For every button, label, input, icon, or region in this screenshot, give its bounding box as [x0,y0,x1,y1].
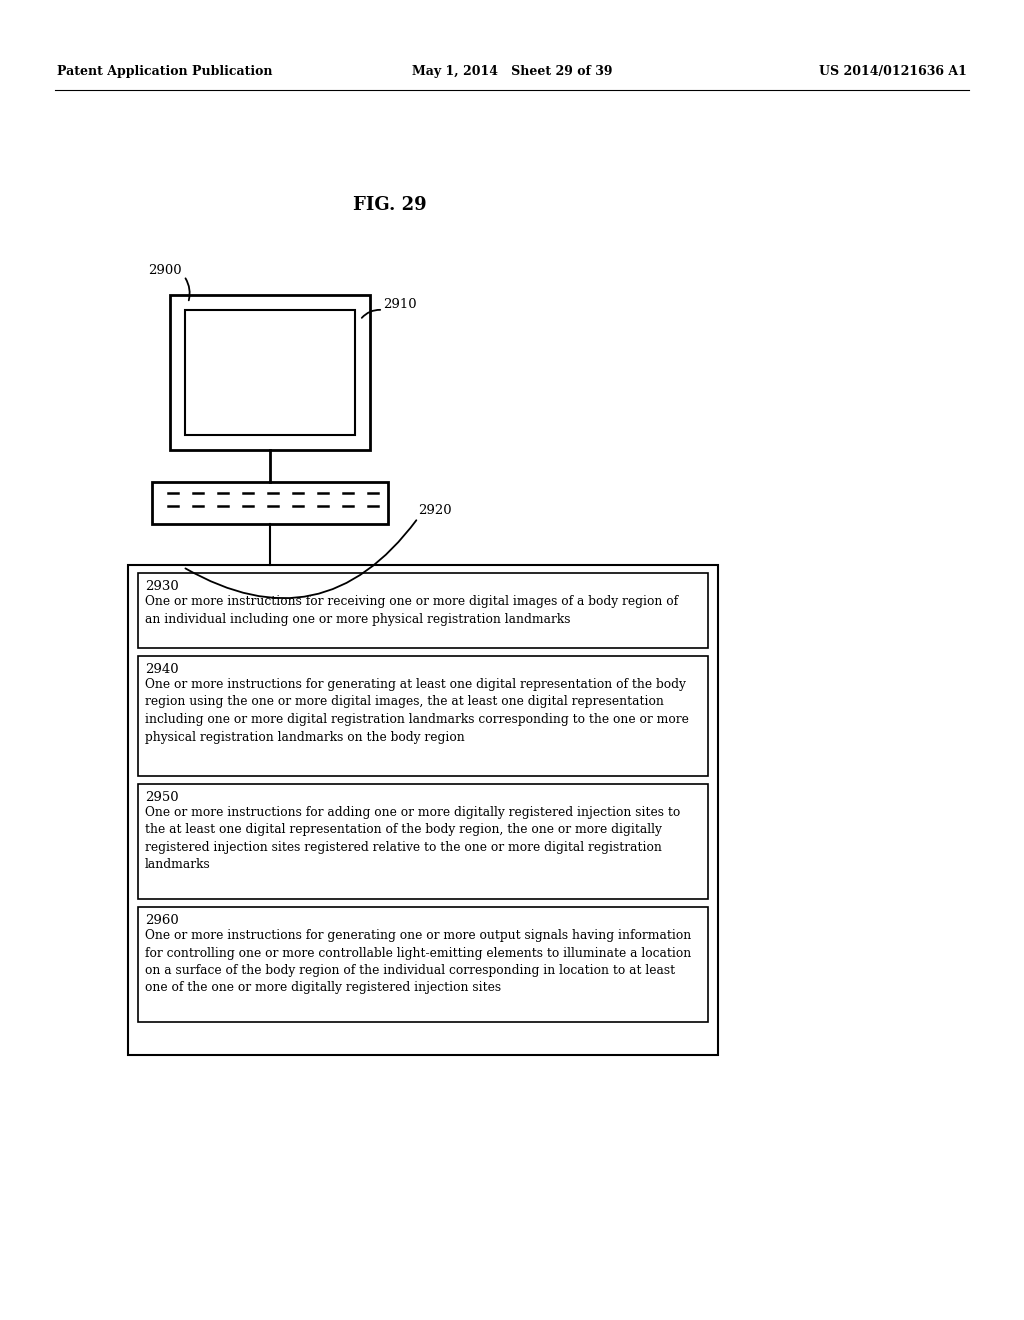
Bar [138,784,708,899]
Bar [128,565,718,1055]
Text: One or more instructions for generating one or more output signals having inform: One or more instructions for generating … [145,929,691,994]
Text: FIG. 29: FIG. 29 [353,195,427,214]
Bar [170,294,370,450]
Text: Patent Application Publication: Patent Application Publication [57,66,272,78]
Text: One or more instructions for generating at least one digital representation of t: One or more instructions for generating … [145,678,689,743]
Text: 2920: 2920 [418,503,452,516]
Text: 2960: 2960 [145,913,179,927]
Text: May 1, 2014   Sheet 29 of 39: May 1, 2014 Sheet 29 of 39 [412,66,612,78]
Bar [152,482,388,524]
Text: One or more instructions for adding one or more digitally registered injection s: One or more instructions for adding one … [145,807,680,871]
Text: 2930: 2930 [145,579,179,593]
Bar [138,573,708,648]
Text: 2940: 2940 [145,663,178,676]
Bar [138,656,708,776]
Text: 2910: 2910 [383,298,417,312]
Bar [185,310,355,436]
Text: One or more instructions for receiving one or more digital images of a body regi: One or more instructions for receiving o… [145,595,678,626]
Text: 2900: 2900 [148,264,181,276]
Text: 2950: 2950 [145,791,178,804]
Bar [138,907,708,1022]
Text: US 2014/0121636 A1: US 2014/0121636 A1 [819,66,967,78]
